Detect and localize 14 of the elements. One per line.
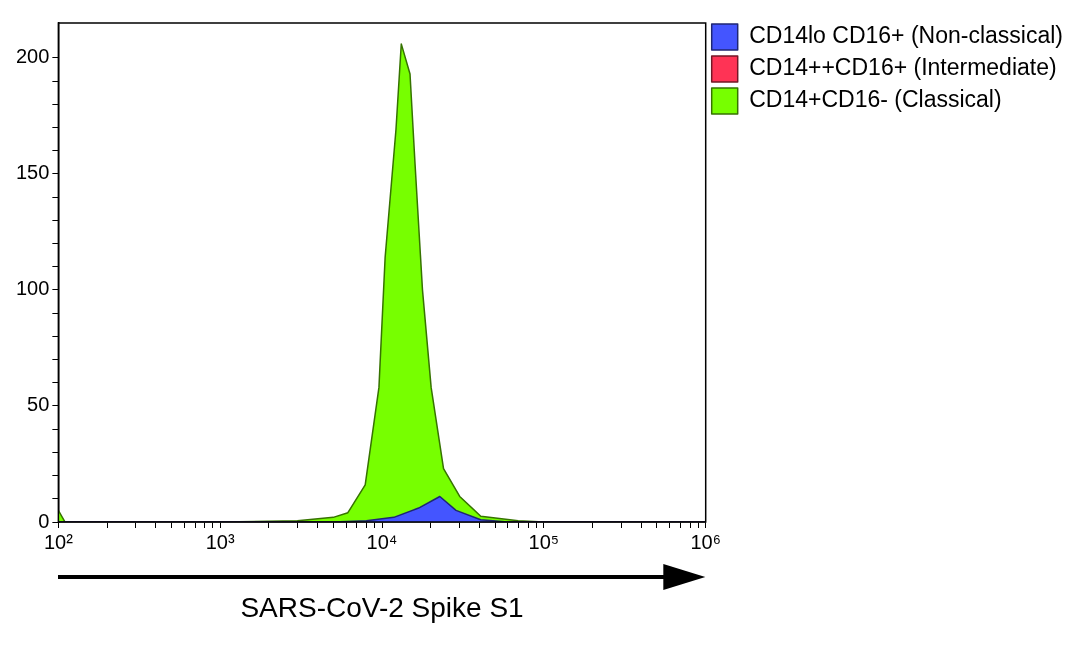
y-tick-label: 150 xyxy=(15,161,50,184)
x-tick-label: 10⁶ xyxy=(690,530,721,553)
y-tick-label: 0 xyxy=(38,509,50,532)
legend-label: CD14lo CD16+ (Non-classical) xyxy=(749,22,1064,49)
legend-label: CD14++CD16+ (Intermediate) xyxy=(749,54,1057,81)
x-tick-label: 10⁴ xyxy=(366,530,398,553)
x-tick-label: 10² xyxy=(43,530,74,553)
legend-label: CD14+CD16- (Classical) xyxy=(749,86,1002,113)
y-tick-label: 200 xyxy=(15,45,50,68)
x-axis-title: SARS-CoV-2 Spike S1 xyxy=(239,592,525,624)
y-tick-label: 100 xyxy=(15,277,50,300)
x-tick-label: 10⁵ xyxy=(528,530,560,553)
x-tick-label: 10³ xyxy=(205,530,235,553)
y-tick-label: 50 xyxy=(27,393,50,416)
